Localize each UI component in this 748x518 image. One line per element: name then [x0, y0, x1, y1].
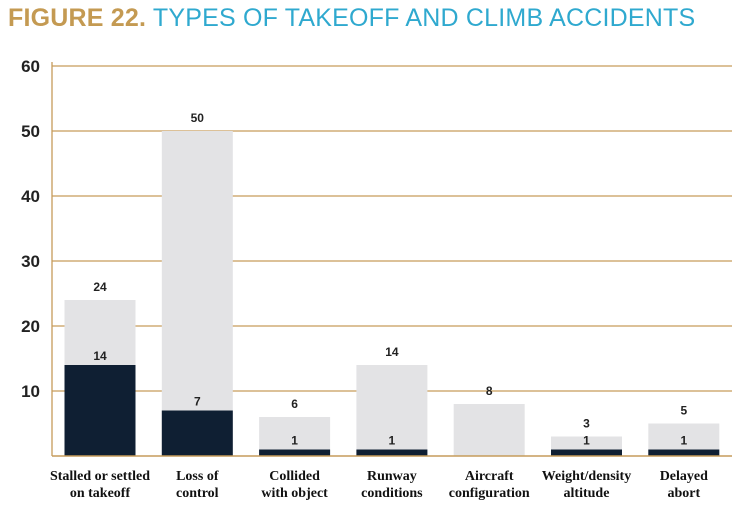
x-category-label: altitude — [564, 486, 610, 501]
x-category-label: Stalled or settled — [50, 469, 150, 484]
bar-subset — [356, 449, 428, 456]
data-label-total: 3 — [583, 417, 590, 431]
x-category-label: Weight/density — [542, 469, 631, 484]
bar-subset — [551, 449, 622, 456]
data-label-total: 50 — [191, 111, 205, 125]
y-tick-label: 30 — [21, 252, 40, 271]
data-label-total: 5 — [680, 404, 687, 418]
bar-subset — [648, 449, 720, 456]
data-label-total: 24 — [93, 280, 107, 294]
x-category-label: configuration — [449, 486, 530, 501]
chart-title-text: TYPES OF TAKEOFF AND CLIMB ACCIDENTS — [152, 4, 696, 32]
bar-subset — [259, 449, 331, 456]
x-category-label: Aircraft — [465, 469, 514, 484]
y-tick-label: 20 — [21, 317, 40, 336]
chart-title: FIGURE 22. TYPES OF TAKEOFF AND CLIMB AC… — [8, 4, 695, 33]
y-tick-label: 60 — [21, 57, 40, 76]
x-category-label: Loss of — [176, 469, 219, 484]
x-category-label: Collided — [269, 469, 320, 484]
x-category-label: abort — [667, 486, 700, 501]
y-tick-label: 50 — [21, 122, 40, 141]
figure-number: FIGURE 22. — [8, 4, 147, 32]
data-label-total: 6 — [291, 397, 298, 411]
data-label-subset: 1 — [291, 434, 298, 448]
x-category-label: conditions — [361, 486, 423, 501]
bar-subset — [64, 365, 136, 456]
x-category-label: with object — [261, 486, 328, 501]
bar-total — [453, 404, 525, 456]
bar-total — [356, 365, 428, 456]
bar-total — [161, 131, 233, 456]
bar-subset — [161, 410, 233, 456]
y-tick-label: 10 — [21, 382, 40, 401]
x-category-label: control — [176, 486, 219, 501]
y-tick-label: 40 — [21, 187, 40, 206]
data-label-total: 14 — [385, 345, 399, 359]
data-label-subset: 1 — [389, 434, 396, 448]
data-label-subset: 1 — [680, 434, 687, 448]
x-category-label: on takeoff — [70, 486, 131, 501]
data-label-total: 8 — [486, 384, 493, 398]
x-category-label: Runway — [367, 469, 417, 484]
data-label-subset: 14 — [93, 349, 107, 363]
data-label-subset: 7 — [194, 395, 201, 409]
data-label-subset: 1 — [583, 434, 590, 448]
x-category-label: Delayed — [660, 469, 708, 484]
